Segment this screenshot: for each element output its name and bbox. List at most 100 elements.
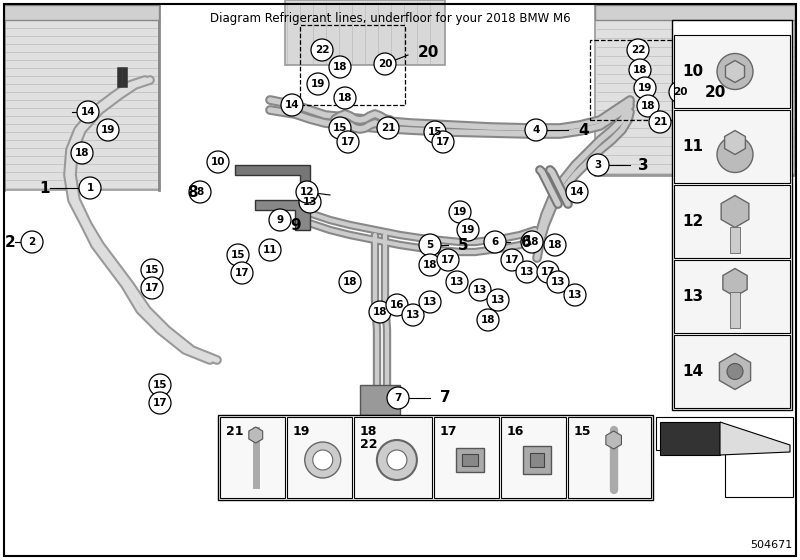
- Bar: [501, 417, 566, 498]
- Circle shape: [649, 111, 671, 133]
- Text: 15: 15: [230, 250, 246, 260]
- Circle shape: [637, 95, 659, 117]
- Text: 19: 19: [638, 83, 652, 93]
- Text: 13: 13: [406, 310, 420, 320]
- Text: 17: 17: [436, 137, 450, 147]
- Circle shape: [525, 119, 547, 141]
- Text: 13: 13: [520, 267, 534, 277]
- Text: 20: 20: [418, 44, 439, 59]
- Text: 9: 9: [290, 217, 301, 232]
- Text: 15: 15: [333, 123, 347, 133]
- Circle shape: [77, 101, 99, 123]
- Polygon shape: [249, 427, 262, 443]
- Bar: [462, 454, 478, 466]
- Text: 15: 15: [145, 265, 159, 275]
- Text: 13: 13: [422, 297, 438, 307]
- Circle shape: [717, 54, 753, 90]
- Text: 13: 13: [302, 197, 318, 207]
- Circle shape: [307, 73, 329, 95]
- Text: 7: 7: [440, 390, 450, 405]
- Circle shape: [544, 234, 566, 256]
- Text: 22: 22: [314, 45, 330, 55]
- Text: Diagram Refrigerant lines, underfloor for your 2018 BMW M6: Diagram Refrigerant lines, underfloor fo…: [210, 12, 570, 25]
- Text: 21: 21: [653, 117, 667, 127]
- Bar: [456, 448, 484, 472]
- Text: 5: 5: [426, 240, 434, 250]
- Circle shape: [457, 219, 479, 241]
- Bar: [354, 417, 432, 498]
- Text: 8: 8: [187, 184, 198, 199]
- Circle shape: [419, 254, 441, 276]
- Circle shape: [487, 289, 509, 311]
- Bar: [672, 20, 792, 410]
- Bar: [568, 417, 651, 498]
- Text: 20: 20: [673, 87, 687, 97]
- Text: 18: 18: [342, 277, 358, 287]
- Bar: [530, 453, 544, 467]
- Circle shape: [311, 39, 333, 61]
- Text: 4: 4: [532, 125, 540, 135]
- Circle shape: [419, 291, 441, 313]
- Polygon shape: [720, 422, 790, 455]
- Text: 13: 13: [568, 290, 582, 300]
- Circle shape: [305, 442, 341, 478]
- Circle shape: [387, 450, 407, 470]
- Circle shape: [339, 271, 361, 293]
- Text: 1: 1: [86, 183, 94, 193]
- Circle shape: [71, 142, 93, 164]
- Circle shape: [629, 59, 651, 81]
- Text: 15: 15: [428, 127, 442, 137]
- Text: 19: 19: [453, 207, 467, 217]
- Circle shape: [329, 117, 351, 139]
- Polygon shape: [719, 353, 750, 390]
- Circle shape: [329, 56, 351, 78]
- Polygon shape: [660, 422, 720, 455]
- Circle shape: [189, 181, 211, 203]
- Polygon shape: [726, 60, 745, 82]
- Text: 17: 17: [145, 283, 159, 293]
- Text: 22: 22: [630, 45, 646, 55]
- Text: 17: 17: [341, 137, 355, 147]
- Text: 11: 11: [682, 139, 703, 154]
- Circle shape: [377, 117, 399, 139]
- Circle shape: [97, 119, 119, 141]
- Text: 17: 17: [505, 255, 519, 265]
- Text: 12: 12: [682, 214, 703, 229]
- Polygon shape: [235, 165, 310, 200]
- Text: 18: 18: [422, 260, 438, 270]
- Circle shape: [231, 262, 253, 284]
- Bar: [590, 40, 700, 120]
- Polygon shape: [595, 5, 795, 20]
- Bar: [674, 35, 790, 108]
- Circle shape: [727, 363, 743, 380]
- Text: 13: 13: [450, 277, 464, 287]
- Text: 16: 16: [507, 425, 524, 438]
- Text: 9: 9: [277, 215, 283, 225]
- Text: 18: 18: [641, 101, 655, 111]
- Text: 3: 3: [594, 160, 602, 170]
- Text: 15: 15: [574, 425, 591, 438]
- Circle shape: [402, 304, 424, 326]
- Bar: [300, 25, 405, 105]
- Circle shape: [469, 279, 491, 301]
- Bar: [674, 110, 790, 183]
- Text: 20: 20: [705, 85, 726, 100]
- Bar: [730, 226, 740, 253]
- Text: 10: 10: [210, 157, 226, 167]
- Circle shape: [141, 277, 163, 299]
- Text: 10: 10: [682, 64, 703, 79]
- Bar: [522, 446, 550, 474]
- Circle shape: [387, 387, 409, 409]
- Circle shape: [334, 87, 356, 109]
- Text: 5: 5: [458, 237, 469, 253]
- Text: 18: 18: [373, 307, 387, 317]
- Circle shape: [386, 294, 408, 316]
- Text: 17: 17: [153, 398, 167, 408]
- Circle shape: [516, 261, 538, 283]
- Polygon shape: [255, 200, 310, 230]
- Circle shape: [141, 259, 163, 281]
- Circle shape: [669, 81, 691, 103]
- Circle shape: [634, 77, 656, 99]
- Circle shape: [424, 121, 446, 143]
- Circle shape: [587, 154, 609, 176]
